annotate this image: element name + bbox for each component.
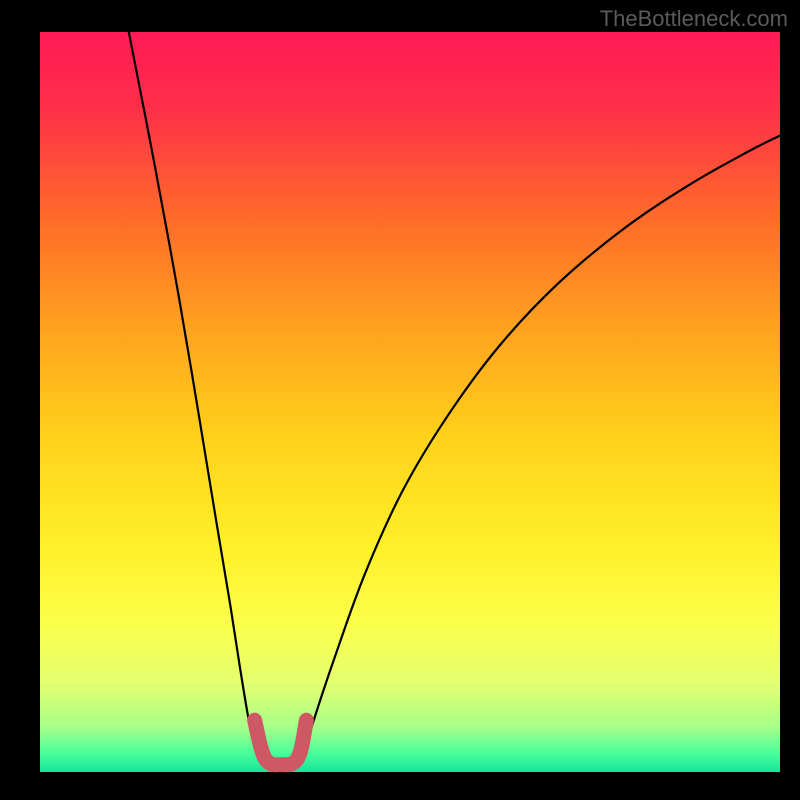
chart-container: TheBottleneck.com	[0, 0, 800, 800]
watermark-text: TheBottleneck.com	[600, 6, 788, 32]
bottleneck-chart	[0, 0, 800, 800]
